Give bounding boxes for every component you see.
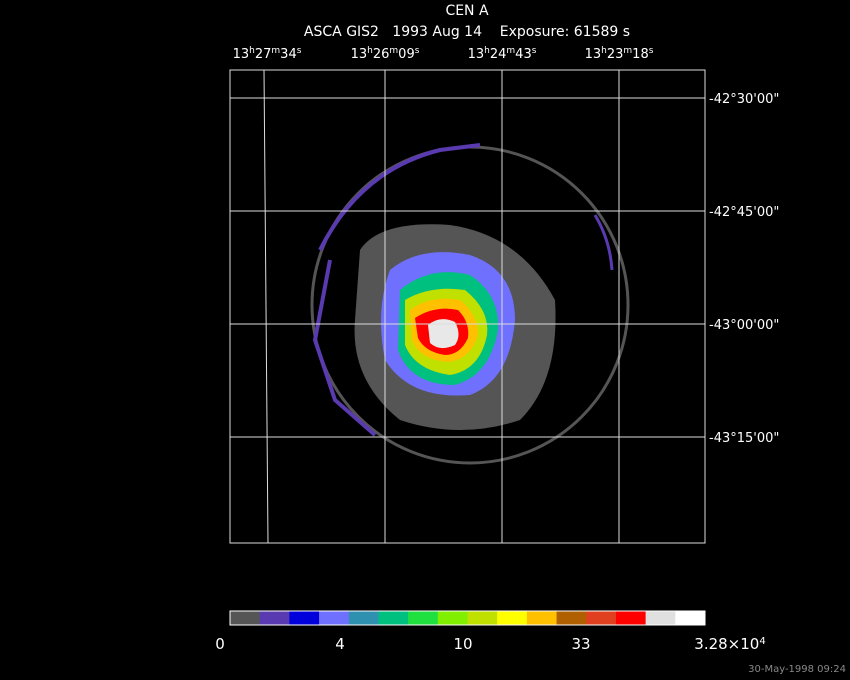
ra-value: 24 <box>490 47 507 62</box>
ra-unit: s <box>649 46 654 56</box>
colorbar-swatch <box>348 611 379 625</box>
frame <box>229 69 706 544</box>
dec-label: -43°00'00" <box>709 318 779 333</box>
ra-value: 13 <box>351 47 368 62</box>
colorbar-swatch <box>586 611 617 625</box>
ra-unit: m <box>623 46 632 56</box>
ra-unit: m <box>271 46 280 56</box>
colorbar-swatch <box>467 611 498 625</box>
colorbar-swatch <box>556 611 587 625</box>
timestamp: 30-May-1998 09:24 <box>748 664 846 675</box>
exponent: 4 <box>759 636 765 647</box>
ra-unit: s <box>532 46 537 56</box>
ra-value: 34 <box>280 47 297 62</box>
colorbar-frame <box>229 610 706 626</box>
colorbar-swatch <box>259 611 290 625</box>
colorbar-label: 33 <box>571 635 590 653</box>
colorbar-swatch <box>437 611 468 625</box>
title: CEN A <box>445 3 489 19</box>
subtitle: ASCA GIS2 1993 Aug 14 Exposure: 61589 s <box>304 24 630 40</box>
ra-unit: m <box>389 46 398 56</box>
colorbar-swatch <box>675 611 706 625</box>
ra-value: 26 <box>373 47 390 62</box>
dec-label: -42°45'00" <box>709 205 779 220</box>
ra-unit: m <box>506 46 515 56</box>
ra-unit: h <box>601 46 607 56</box>
colorbar <box>230 611 706 625</box>
ra-unit: h <box>484 46 490 56</box>
colorbar-swatch <box>378 611 409 625</box>
ra-value: 43 <box>515 47 532 62</box>
ra-label: 13h27m34s <box>233 46 302 62</box>
ra-unit: s <box>415 46 420 56</box>
ra-value: 13 <box>468 47 485 62</box>
colorbar-max-label: 3.28×104 <box>694 635 765 653</box>
colorbar-label: 10 <box>453 635 472 653</box>
ra-value: 18 <box>632 47 649 62</box>
ra-value: 09 <box>398 47 415 62</box>
colorbar-swatch <box>526 611 558 625</box>
colorbar-swatch <box>645 611 676 625</box>
colorbar-swatch <box>497 611 528 625</box>
colorbar-label: 0 <box>215 635 225 653</box>
mantissa: 3.28×10 <box>694 635 759 653</box>
colorbar-label: 4 <box>335 635 345 653</box>
colorbar-swatch <box>230 611 261 625</box>
ra-value: 27 <box>255 47 272 62</box>
colorbar-swatch <box>289 611 320 625</box>
colorbar-swatch <box>615 611 647 625</box>
ra-label: 13h23m18s <box>585 46 654 62</box>
ra-unit: h <box>249 46 255 56</box>
dec-label: -43°15'00" <box>709 431 779 446</box>
ra-unit: h <box>367 46 373 56</box>
colorbar-swatch <box>408 611 439 625</box>
colorbar-swatch <box>319 611 350 625</box>
dec-label: -42°30'00" <box>709 92 779 107</box>
ra-value: 13 <box>585 47 602 62</box>
ra-value: 13 <box>233 47 250 62</box>
ra-label: 13h26m09s <box>351 46 420 62</box>
ra-value: 23 <box>607 47 624 62</box>
image <box>310 143 630 465</box>
ra-unit: s <box>297 46 302 56</box>
ra-label: 13h24m43s <box>468 46 537 62</box>
